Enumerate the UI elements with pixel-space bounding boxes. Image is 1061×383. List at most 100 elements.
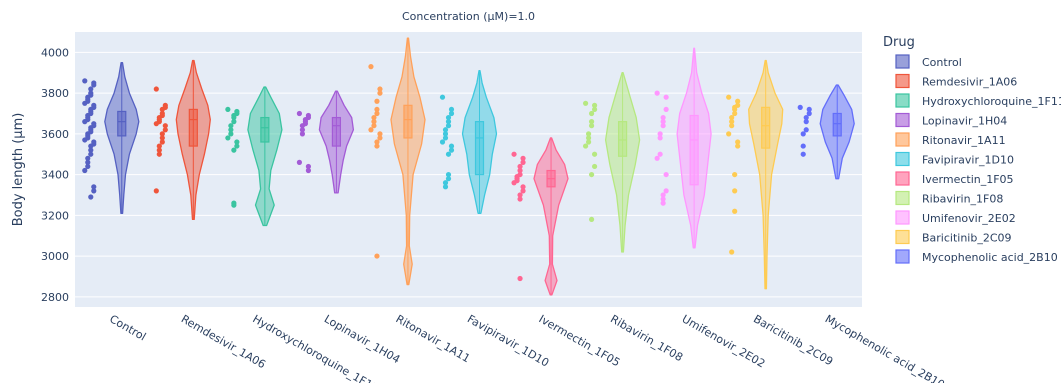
data-point (153, 188, 159, 194)
data-point (88, 86, 94, 92)
legend-title: Drug (883, 35, 915, 50)
data-point (520, 155, 526, 161)
violin-mycophenolic-acid-2b10 (797, 84, 855, 180)
x-tick-label: Ritonavir_1A11 (393, 312, 472, 365)
data-point (368, 127, 374, 133)
data-point (735, 143, 741, 149)
x-tick-label: Mycophenolic acid_2B10 (823, 312, 947, 383)
data-point (582, 100, 589, 106)
data-point (374, 143, 380, 149)
violin-baricitinib-2c09 (726, 59, 784, 290)
data-point (591, 163, 598, 170)
violins (82, 37, 855, 296)
data-point (299, 131, 306, 137)
violin-box (689, 114, 699, 186)
violin-control (82, 61, 140, 214)
data-point (582, 143, 589, 149)
violin-box (832, 112, 842, 137)
legend-item-label: Control (922, 56, 962, 69)
data-point (511, 180, 517, 186)
data-point (585, 131, 592, 137)
legend-swatch (895, 73, 910, 89)
violin-ribavirin-1f08 (582, 72, 641, 253)
data-point (162, 123, 168, 129)
legend-item-label: Favipiravir_1D10 (922, 154, 1014, 167)
data-point (660, 114, 666, 121)
data-point (296, 110, 303, 117)
data-point (234, 143, 240, 149)
data-point (82, 78, 88, 84)
legend-item-label: Hydroxychloroquine_1F11 (922, 95, 1061, 108)
data-point (800, 151, 806, 157)
data-point (439, 94, 446, 100)
data-point (82, 137, 88, 143)
data-point (588, 216, 595, 223)
data-point (657, 151, 663, 157)
data-point (511, 151, 517, 157)
y-tick-label: 3000 (41, 250, 69, 263)
data-point (654, 155, 660, 161)
data-point (159, 106, 165, 113)
data-point (85, 159, 91, 165)
data-point (442, 131, 449, 137)
legend-swatch (895, 249, 910, 264)
data-point (735, 98, 741, 104)
data-point (591, 102, 598, 108)
data-point (729, 114, 735, 121)
data-point (442, 180, 449, 186)
data-point (162, 127, 168, 133)
data-point (448, 143, 455, 149)
data-point (660, 200, 666, 206)
legend-swatch (895, 54, 910, 69)
data-point (654, 90, 660, 96)
data-point (800, 143, 806, 149)
data-point (374, 106, 380, 113)
data-point (442, 184, 449, 190)
data-point (159, 135, 165, 141)
data-point (797, 104, 803, 110)
data-point (663, 188, 669, 194)
legend-swatch (895, 190, 910, 206)
data-point (231, 119, 237, 125)
violin-hydroxychloroquine-1f11 (225, 86, 283, 227)
violin-ritonavir-1a11 (368, 37, 426, 286)
data-point (803, 114, 809, 121)
data-point (231, 202, 237, 208)
data-point (660, 192, 666, 198)
violin-umifenovir-2e02 (654, 47, 712, 249)
gridlines (75, 51, 862, 298)
data-point (377, 131, 383, 137)
data-point (726, 131, 732, 137)
data-point (368, 64, 374, 70)
y-tick-label: 3800 (41, 87, 69, 100)
violin-box (617, 121, 628, 157)
data-point (803, 127, 809, 133)
y-tick-label: 4000 (41, 46, 69, 59)
data-point (588, 110, 595, 117)
data-point (520, 184, 526, 190)
data-point (82, 100, 88, 106)
legend-swatch (895, 93, 910, 108)
data-point (732, 188, 738, 194)
data-point (85, 155, 91, 161)
data-point (374, 139, 380, 145)
violin-remdesivir-1a06 (153, 59, 211, 221)
data-point (88, 151, 94, 157)
data-point (159, 139, 165, 145)
chart-title: Concentration (μM)=1.0 (402, 10, 535, 23)
data-point (228, 127, 234, 133)
data-point (732, 110, 738, 117)
legend-item-label: Ivermectin_1F05 (922, 173, 1014, 186)
data-point (517, 167, 523, 174)
data-point (803, 119, 809, 125)
data-point (82, 167, 88, 174)
data-point (660, 196, 666, 202)
data-point (663, 171, 669, 178)
data-point (225, 135, 231, 141)
data-point (585, 135, 592, 141)
data-point (729, 123, 735, 129)
legend-swatch (895, 229, 910, 245)
legend-item-label: Umifenovir_2E02 (922, 212, 1016, 225)
legend-item-label: Ribavirin_1F08 (922, 193, 1003, 206)
data-point (732, 106, 738, 113)
